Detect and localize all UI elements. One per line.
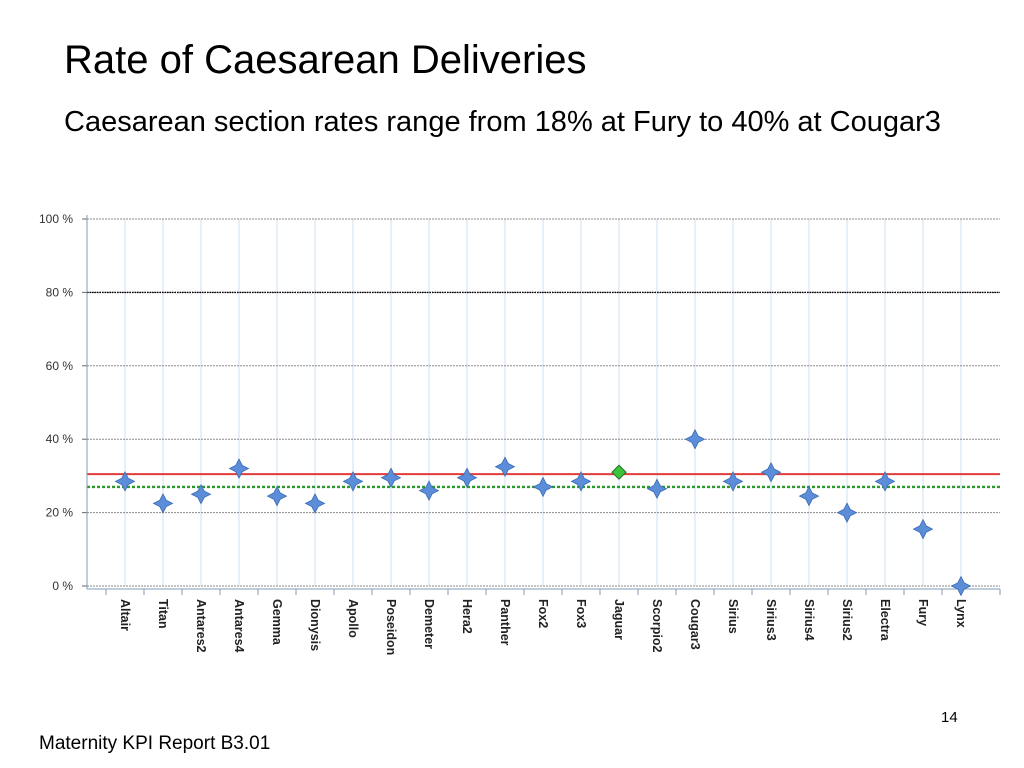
category-label: Dionysis — [308, 599, 322, 651]
data-point — [228, 458, 250, 479]
y-tick-label: 40 % — [46, 432, 74, 446]
data-point — [114, 471, 136, 492]
grid-layer — [87, 218, 1000, 587]
axes: 0 % 20 % 40 % 60 % 80 % 100 % — [39, 212, 1001, 595]
data-point — [418, 480, 440, 501]
data-markers — [114, 428, 972, 597]
caesarean-rate-chart: 0 % 20 % 40 % 60 % 80 % 100 % Altair Titan Anta… — [39, 212, 1001, 655]
category-label: Fox2 — [536, 599, 550, 628]
category-label: Sirius3 — [764, 599, 778, 641]
page-number: 14 — [941, 709, 958, 726]
category-label: Fury — [916, 599, 930, 626]
category-label: Sirius — [726, 599, 740, 634]
data-point — [950, 575, 972, 597]
y-tick-label: 20 % — [46, 506, 74, 520]
category-label: Gemma — [270, 599, 284, 646]
category-label: Antares2 — [194, 599, 208, 653]
category-label: Panther — [498, 599, 512, 646]
category-label: Antares4 — [232, 599, 246, 653]
data-point — [304, 493, 326, 514]
y-tick-label: 100 % — [39, 212, 73, 226]
category-label: Poseidon — [384, 599, 398, 655]
data-point — [266, 485, 288, 507]
category-label: Titan — [156, 599, 170, 629]
data-point — [874, 471, 896, 492]
y-tick-label: 60 % — [46, 359, 74, 373]
category-label: Sirius4 — [802, 599, 816, 641]
data-point — [646, 478, 668, 500]
data-point — [494, 456, 516, 478]
category-label: Scorpio2 — [650, 599, 664, 653]
footer-text: Maternity KPI Report B3.01 — [39, 733, 271, 754]
category-label: Sirius2 — [840, 599, 854, 641]
data-point — [342, 471, 364, 492]
category-label: Altair — [118, 599, 132, 631]
data-point-highlight — [611, 464, 627, 480]
category-label: Jaguar — [612, 599, 626, 640]
slide-subtitle: Caesarean section rates range from 18% a… — [64, 106, 941, 138]
category-label: Lynx — [954, 599, 968, 628]
data-point — [912, 518, 934, 540]
category-label: Electra — [878, 599, 892, 642]
slide-title: Rate of Caesarean Deliveries — [64, 38, 587, 82]
data-point — [532, 476, 554, 498]
category-label: Hera2 — [460, 599, 474, 634]
data-point — [760, 461, 782, 483]
category-labels: Altair Titan Antares2 Antares4 Gemma Dionysis… — [118, 599, 968, 655]
data-point — [722, 471, 744, 492]
data-point — [836, 502, 858, 523]
category-label: Cougar3 — [688, 599, 702, 650]
category-label: Fox3 — [574, 599, 588, 628]
y-tick-label: 0 % — [52, 579, 73, 593]
data-point — [684, 428, 706, 450]
data-point — [798, 485, 820, 507]
data-point — [380, 467, 402, 489]
category-label: Demeter — [422, 599, 436, 649]
y-tick-label: 80 % — [46, 285, 74, 299]
data-point — [570, 471, 592, 492]
data-point — [190, 483, 212, 505]
category-label: Apollo — [346, 599, 360, 638]
data-point — [456, 467, 478, 489]
data-point — [152, 493, 174, 514]
